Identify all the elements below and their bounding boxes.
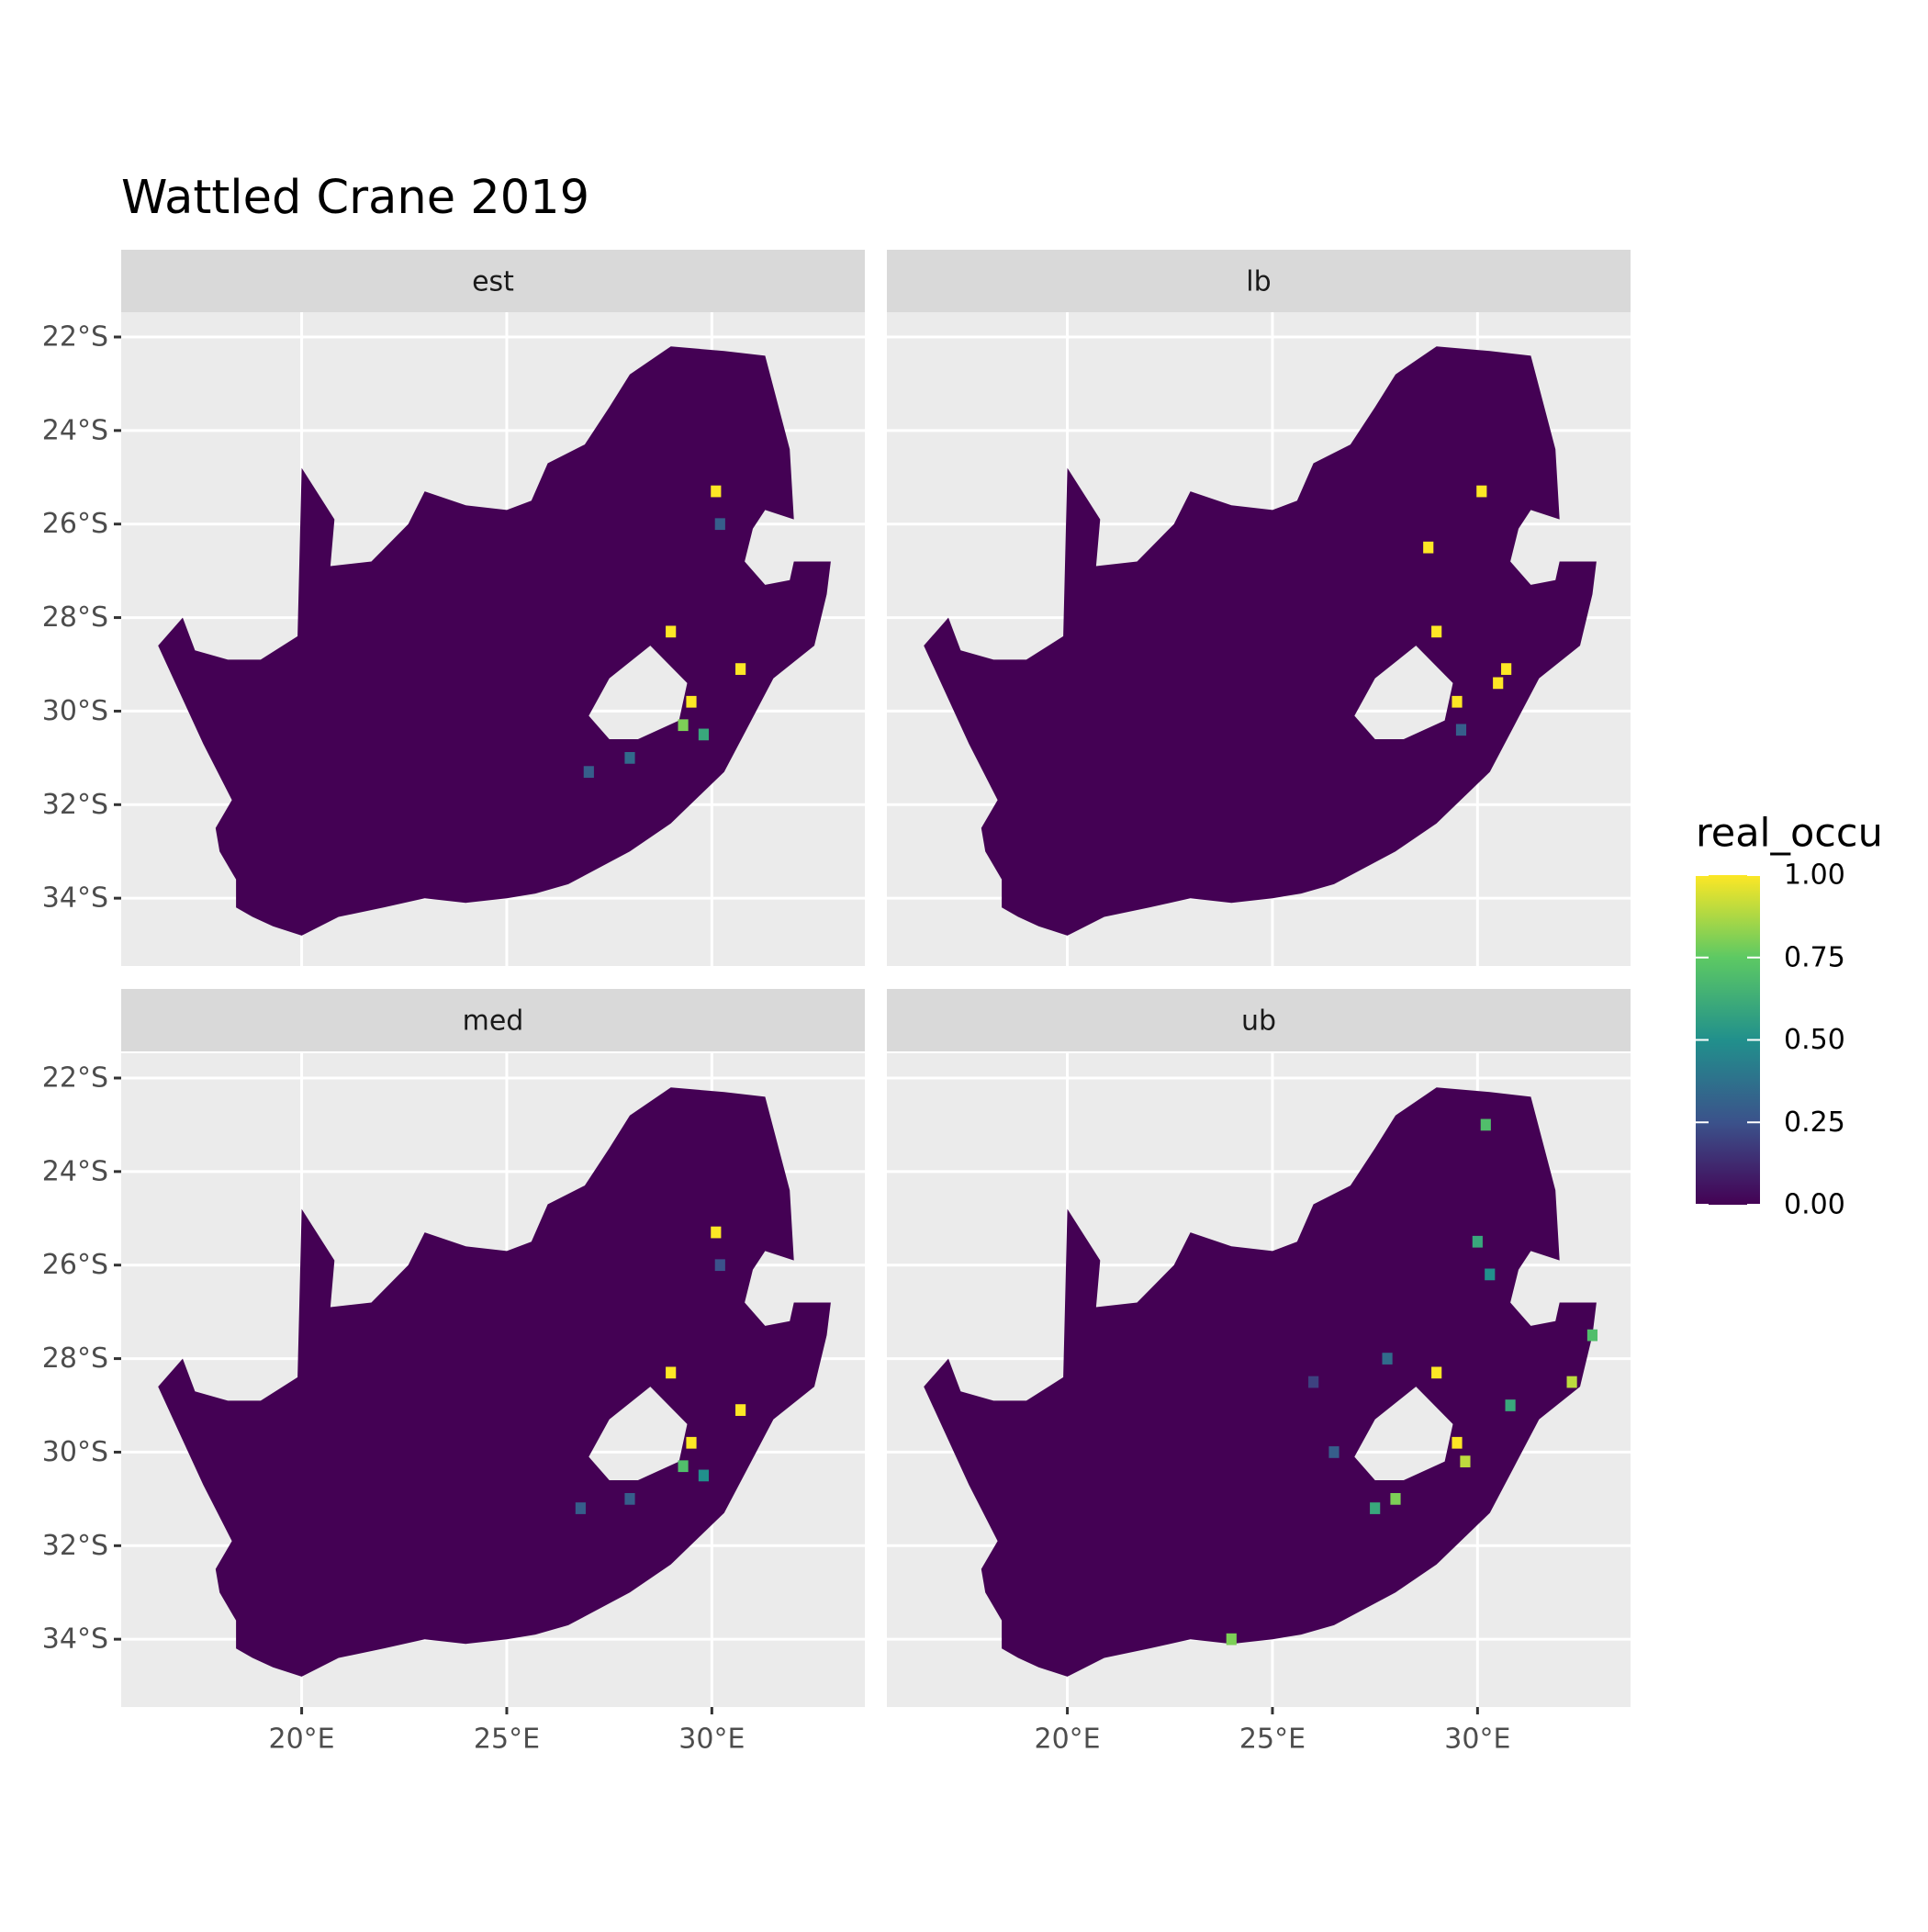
land: [158, 1087, 831, 1677]
y-tick-label: 24°S: [42, 414, 108, 446]
colorbar-label: 0.75: [1784, 941, 1845, 973]
land: [924, 346, 1597, 936]
occupancy-cell: [714, 1259, 725, 1272]
occupancy-cell: [1505, 1399, 1516, 1411]
occupancy-cell: [1460, 1455, 1471, 1467]
strip-label: lb: [1246, 266, 1271, 298]
occupancy-cell: [1480, 1118, 1491, 1131]
occupancy-cell: [624, 1492, 635, 1505]
strip: [887, 989, 1631, 1051]
occupancy-cell: [711, 485, 722, 498]
x-tick-label: 25°E: [474, 1724, 540, 1756]
chart-title: Wattled Crane 2019: [121, 171, 589, 225]
occupancy-cell: [735, 1404, 746, 1416]
occupancy-cell: [1452, 695, 1463, 708]
y-tick-label: 30°S: [42, 1436, 108, 1468]
occupancy-cell: [1431, 625, 1442, 638]
occupancy-cell: [1586, 1329, 1598, 1342]
occupancy-cell: [698, 1469, 710, 1482]
occupancy-cell: [1566, 1376, 1577, 1388]
x-tick-label: 20°E: [1035, 1724, 1101, 1756]
occupancy-cell: [1308, 1376, 1319, 1388]
land: [158, 346, 831, 936]
y-tick-label: 34°S: [42, 882, 108, 915]
occupancy-cell: [686, 1436, 697, 1449]
occupancy-cell: [686, 695, 697, 708]
occupancy-cell: [1328, 1446, 1340, 1458]
occupancy-cell: [1370, 1502, 1381, 1514]
y-tick-label: 26°S: [42, 1249, 108, 1281]
occupancy-cell: [678, 1460, 689, 1473]
occupancy-cell: [666, 1366, 677, 1379]
occupancy-cell: [1226, 1633, 1237, 1646]
occupancy-cell: [1501, 663, 1512, 675]
strip: [887, 250, 1631, 312]
occupancy-cell: [1485, 1268, 1496, 1281]
occupancy-cell: [1452, 1436, 1463, 1449]
y-tick-label: 32°S: [42, 1530, 108, 1562]
occupancy-cell: [1390, 1492, 1401, 1505]
occupancy-cell: [1423, 541, 1434, 554]
colorbar-label: 0.25: [1784, 1106, 1845, 1139]
occupancy-cell: [698, 728, 710, 741]
occupancy-cell: [1493, 677, 1504, 690]
x-tick-label: 30°E: [1444, 1724, 1510, 1756]
occupancy-cell: [1476, 485, 1487, 498]
occupancy-cell: [1431, 1366, 1442, 1379]
legend-title: real_occu: [1696, 811, 1883, 857]
strip: [121, 250, 865, 312]
y-tick-label: 22°S: [42, 320, 108, 353]
y-tick-label: 24°S: [42, 1155, 108, 1187]
occupancy-cell: [711, 1226, 722, 1239]
x-tick-label: 30°E: [678, 1724, 745, 1756]
strip-label: ub: [1241, 1005, 1276, 1038]
y-tick-label: 22°S: [42, 1061, 108, 1094]
occupancy-cell: [583, 766, 594, 779]
occupancy-cell: [678, 719, 689, 732]
occupancy-cell: [1472, 1235, 1483, 1248]
x-tick-label: 25°E: [1239, 1724, 1306, 1756]
y-tick-label: 26°S: [42, 508, 108, 540]
x-tick-label: 20°E: [269, 1724, 335, 1756]
colorbar-label: 0.50: [1784, 1024, 1845, 1056]
occupancy-cell: [1382, 1353, 1393, 1365]
y-tick-label: 30°S: [42, 695, 108, 727]
y-tick-label: 32°S: [42, 789, 108, 821]
occupancy-cell: [714, 518, 725, 531]
occupancy-cell: [575, 1502, 586, 1514]
strip-label: med: [463, 1005, 524, 1038]
strip: [121, 989, 865, 1051]
occupancy-cell: [624, 751, 635, 764]
y-tick-label: 28°S: [42, 1342, 108, 1375]
land: [924, 1087, 1597, 1677]
colorbar-label: 1.00: [1784, 859, 1845, 892]
y-tick-label: 34°S: [42, 1623, 108, 1656]
colorbar-label: 0.00: [1784, 1189, 1845, 1221]
strip-label: est: [472, 266, 514, 298]
occupancy-cell: [1455, 724, 1467, 736]
occupancy-cell: [735, 663, 746, 675]
y-tick-label: 28°S: [42, 601, 108, 634]
occupancy-cell: [666, 625, 677, 638]
